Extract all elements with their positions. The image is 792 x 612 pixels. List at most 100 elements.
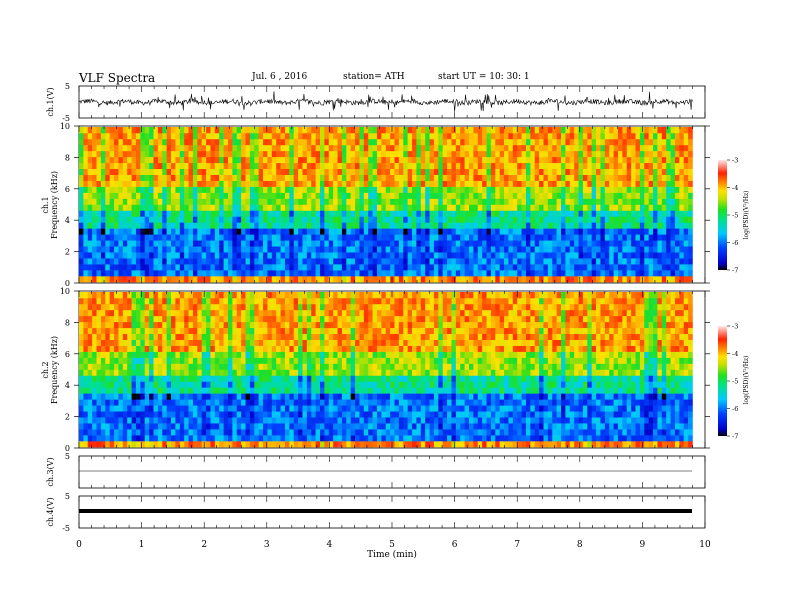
- spectrogram-cell: [390, 210, 395, 217]
- spectrogram-cell: [438, 174, 443, 181]
- spectrogram-cell: [609, 252, 614, 259]
- spectrogram-cell: [315, 228, 321, 235]
- spectrogram-cell: [447, 168, 452, 175]
- spectrogram-cell: [201, 132, 207, 140]
- spectrogram-cell: [521, 198, 527, 205]
- spectrogram-cell: [127, 138, 132, 146]
- spectrogram-cell: [79, 198, 84, 205]
- spectrogram-cell: [210, 297, 216, 305]
- spectrogram-cell: [609, 270, 614, 277]
- spectrogram-cell: [179, 351, 185, 358]
- spectrogram-cell: [683, 270, 689, 277]
- spectrogram-cell: [149, 264, 154, 271]
- spectrogram-cell: [398, 228, 404, 235]
- ch1-frequency-label: Frequency (kHz): [50, 171, 59, 239]
- spectrogram-cell: [420, 246, 426, 253]
- spectrogram-cell: [561, 204, 566, 211]
- spectrogram-cell: [245, 264, 251, 271]
- spectrogram-cell: [206, 339, 211, 346]
- spectrogram-cell: [350, 228, 356, 235]
- spectrogram-cell: [179, 252, 185, 259]
- spectrogram-cell: [482, 252, 487, 259]
- spectrogram-cell: [372, 132, 378, 140]
- spectrogram-cell: [556, 192, 562, 199]
- spectrogram-cell: [131, 270, 137, 277]
- spectrogram-cell: [188, 309, 194, 317]
- spectrogram-cell: [127, 399, 132, 406]
- spectrogram-cell: [87, 228, 93, 235]
- spectrogram-cell: [688, 270, 693, 277]
- spectrogram-cell: [188, 381, 194, 388]
- spectrogram-cell: [245, 156, 251, 164]
- spectrogram-cell: [653, 246, 658, 253]
- spectrogram-cell: [127, 252, 132, 259]
- spectrogram-cell: [118, 216, 124, 223]
- spectrogram-cell: [609, 180, 614, 187]
- spectrogram-cell: [679, 138, 685, 146]
- spectrogram-cell: [201, 393, 207, 400]
- spectrogram-cell: [582, 156, 588, 164]
- spectrogram-cell: [284, 345, 290, 352]
- spectrogram-cell: [661, 204, 667, 211]
- spectrogram-cell: [131, 162, 137, 170]
- spectrogram-cell: [574, 198, 579, 205]
- spectrogram-cell: [679, 162, 685, 170]
- spectrogram-cell: [87, 132, 93, 140]
- spectrogram-cell: [100, 405, 106, 412]
- spectrogram-cell: [114, 429, 119, 436]
- spectrogram-cell: [214, 222, 220, 229]
- spectrogram-cell: [223, 252, 229, 259]
- spectrogram-cell: [460, 174, 465, 181]
- spectrogram-cell: [534, 252, 540, 259]
- spectrogram-cell: [249, 150, 255, 158]
- spectrogram-cell: [556, 240, 562, 247]
- spectrogram-cell: [653, 276, 658, 283]
- spectrogram-cell: [157, 210, 163, 217]
- spectrogram-cell: [337, 180, 343, 187]
- spectrogram-cell: [504, 210, 509, 217]
- spectrogram-cell: [674, 138, 680, 146]
- spectrogram-cell: [92, 411, 97, 418]
- spectrogram-cell: [179, 246, 185, 253]
- spectrogram-cell: [521, 150, 527, 158]
- spectrogram-cell: [192, 339, 198, 346]
- spectrogram-cell: [670, 174, 676, 181]
- spectrogram-cell: [267, 387, 273, 394]
- spectrogram-cell: [236, 375, 242, 382]
- spectrogram-cell: [219, 363, 224, 370]
- spectrogram-cell: [179, 180, 185, 187]
- spectrogram-cell: [118, 423, 124, 430]
- spectrogram-cell: [135, 429, 141, 436]
- spectrogram-cell: [245, 315, 251, 323]
- spectrogram-cell: [464, 198, 470, 205]
- spectrogram-cell: [306, 156, 312, 164]
- spectrogram-cell: [407, 210, 413, 217]
- spectrogram-cell: [688, 258, 693, 265]
- spectrogram-cell: [569, 138, 575, 146]
- spectrogram-cell: [201, 303, 207, 311]
- spectrogram-cell: [613, 168, 619, 175]
- spectrogram-cell: [302, 258, 308, 265]
- spectrogram-cell: [87, 297, 93, 305]
- spectrogram-cell: [302, 216, 308, 223]
- spectrogram-cell: [83, 246, 89, 253]
- spectrogram-cell: [289, 216, 295, 223]
- spectrogram-cell: [157, 144, 163, 152]
- spectrogram-cell: [495, 180, 500, 187]
- spectrogram-cell: [451, 252, 457, 259]
- spectrogram-cell: [521, 156, 527, 164]
- spectrogram-cell: [521, 276, 527, 283]
- spectrogram-cell: [683, 150, 689, 158]
- spectrogram-cell: [293, 144, 299, 152]
- spectrogram-cell: [604, 180, 610, 187]
- spectrogram-cell: [245, 228, 251, 235]
- spectrogram-cell: [455, 127, 461, 134]
- spectrogram-cell: [236, 351, 242, 358]
- spectrogram-cell: [153, 429, 159, 436]
- spectrogram-cell: [109, 144, 115, 152]
- spectrogram-cell: [473, 127, 479, 134]
- spectrogram-cell: [670, 210, 676, 217]
- spectrogram-cell: [127, 204, 132, 211]
- spectrogram-cell: [613, 228, 619, 235]
- spectrogram-cell: [236, 156, 242, 164]
